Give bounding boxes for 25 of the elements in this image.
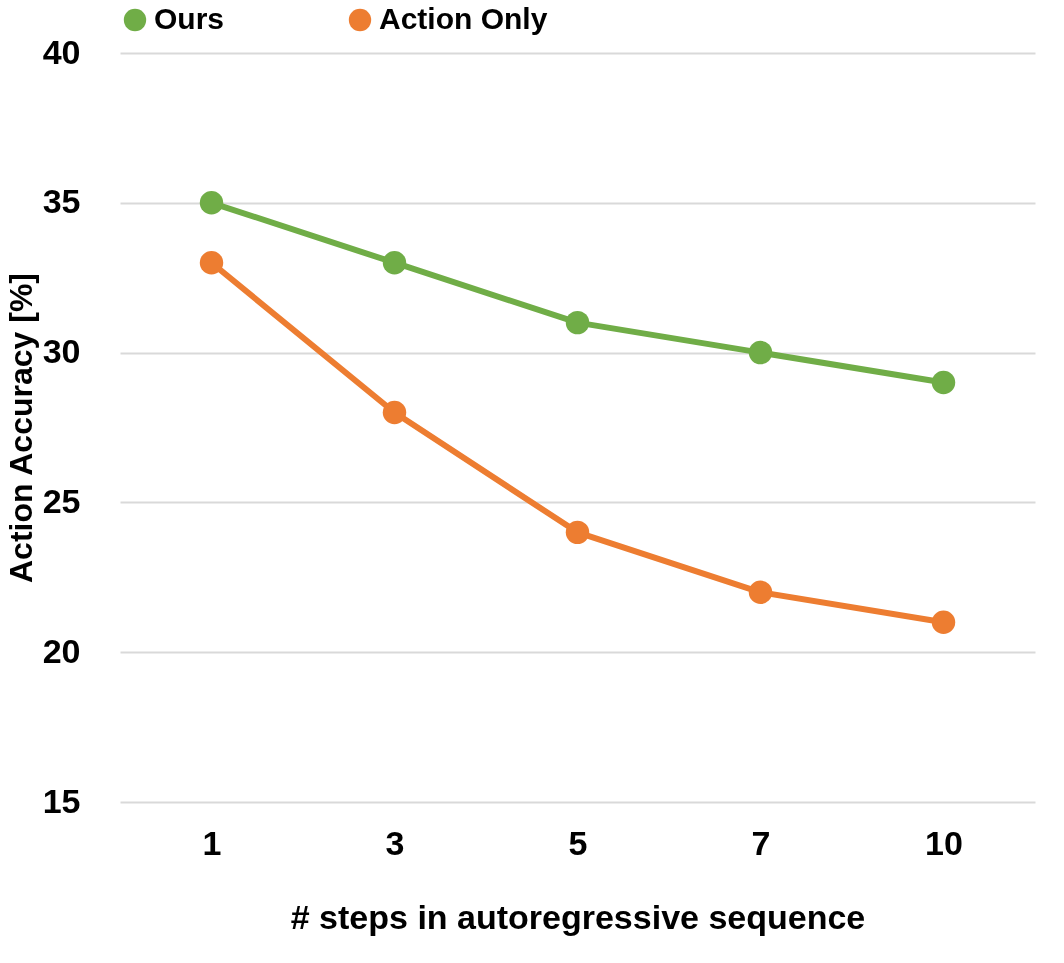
legend-label: Ours	[154, 2, 225, 35]
point	[382, 251, 407, 275]
y-tick-label: 40	[42, 32, 81, 71]
point	[931, 610, 956, 634]
point	[748, 340, 773, 365]
x-tick-label: 1	[202, 823, 222, 862]
point	[199, 191, 224, 215]
legend-label: Action Only	[379, 2, 548, 35]
y-axis-title: Action Accuracy [%]	[2, 273, 39, 583]
x-tick-label: 5	[568, 823, 588, 862]
x-axis-title: # steps in autoregressive sequence	[290, 897, 866, 936]
y-tick-label: 25	[42, 481, 81, 520]
y-tick-label: 30	[42, 332, 81, 371]
x-tick-label: 3	[385, 823, 405, 862]
point	[565, 310, 590, 335]
x-tick-label: 7	[751, 823, 771, 862]
y-tick-label: 35	[42, 182, 81, 221]
point	[199, 251, 224, 275]
point	[565, 520, 590, 545]
y-tick-label: 15	[42, 781, 81, 820]
point	[748, 580, 773, 604]
point	[931, 370, 956, 395]
point	[382, 400, 407, 425]
y-tick-label: 20	[42, 631, 81, 670]
x-tick-label: 10	[925, 823, 963, 862]
